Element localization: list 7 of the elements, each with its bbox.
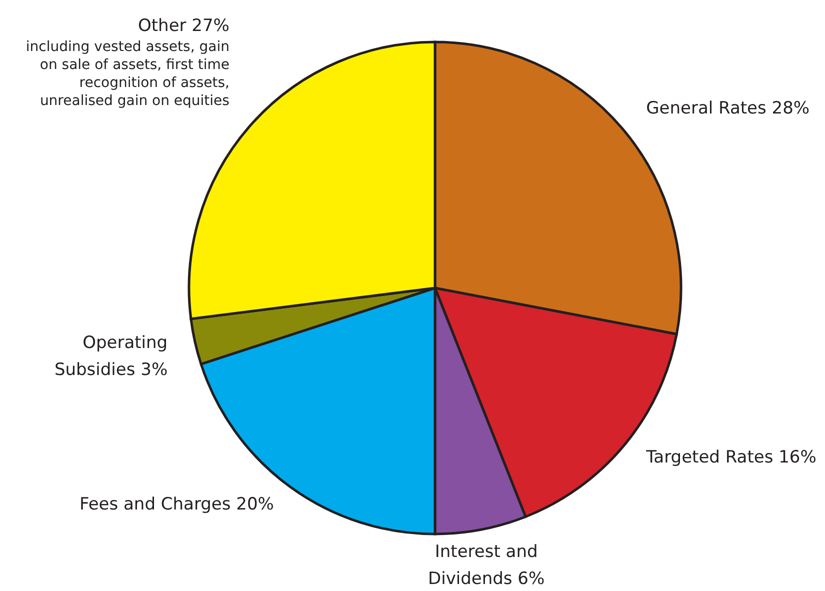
slice-label: Interest and Dividends 6% [428,542,545,590]
slice-label: Fees and Charges 20% [79,494,274,515]
slice-label: Targeted Rates 16% [645,448,816,468]
text: including vested assets, gain on sale of assets, first time recognition of assets, unrealised gain on equities [26,38,230,109]
slice-label: General Rates 28% [646,98,810,118]
slice-label: Operating Subsidies 3% [54,332,168,380]
slice-label: Other 27% [138,16,230,36]
